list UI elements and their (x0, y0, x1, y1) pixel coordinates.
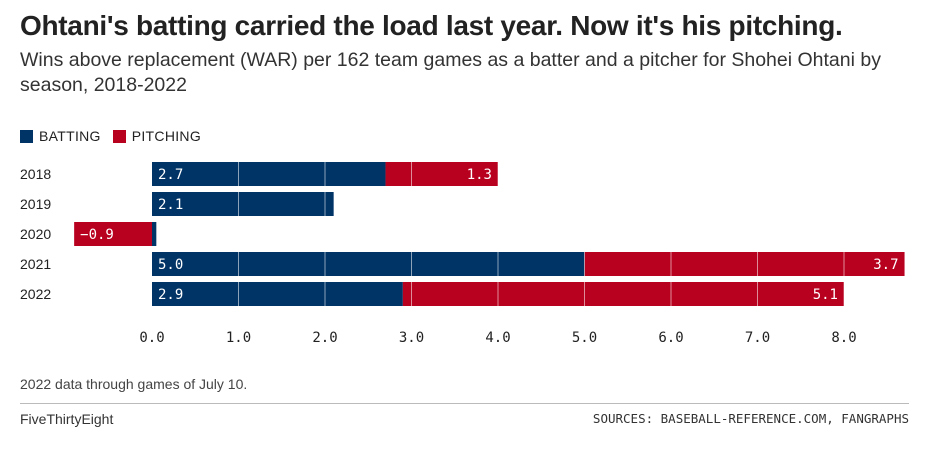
data-label-batting-2019: 2.1 (158, 197, 183, 213)
bar-batting-2022 (152, 282, 403, 306)
data-label-pitching-2020: −0.9 (80, 227, 114, 243)
category-label-2022: 2022 (20, 286, 51, 302)
x-tick-label-3.0: 3.0 (399, 330, 424, 346)
bar-pitching-2021 (584, 252, 905, 276)
legend-label-batting: BATTING (39, 128, 101, 144)
x-tick-label-0.0: 0.0 (139, 330, 164, 346)
category-label-2019: 2019 (20, 196, 51, 212)
data-label-batting-2018: 2.7 (158, 167, 183, 183)
category-label-2021: 2021 (20, 256, 51, 272)
legend-label-pitching: PITCHING (131, 128, 202, 144)
legend-item-pitching: PITCHING (112, 128, 202, 144)
data-label-pitching-2018: 1.3 (467, 167, 492, 183)
footer-divider (20, 403, 909, 404)
bar-batting-2018 (152, 162, 386, 186)
bar-pitching-2020 (74, 222, 152, 246)
x-tick-label-6.0: 6.0 (658, 330, 683, 346)
x-tick-label-8.0: 8.0 (831, 330, 856, 346)
bar-pitching-2018 (385, 162, 498, 186)
chart-title: Ohtani's batting carried the load last y… (20, 10, 843, 41)
legend-item-batting: BATTING (20, 128, 101, 144)
bar-chart: 2018 2019 2020 2021 2022 2.7 1.3 2.1 −0.9 5.0 3.7 2… (20, 160, 905, 346)
x-tick-label-7.0: 7.0 (745, 330, 770, 346)
data-label-pitching-2022: 5.1 (813, 287, 838, 303)
data-label-pitching-2021: 3.7 (873, 257, 898, 273)
brand-name: FiveThirtyEight (20, 411, 114, 427)
legend-swatch-pitching (112, 129, 126, 143)
category-label-2018: 2018 (20, 166, 51, 182)
data-label-batting-2022: 2.9 (158, 287, 183, 303)
category-label-2020: 2020 (20, 226, 51, 242)
bar-batting-2021 (152, 252, 585, 276)
legend: BATTING PITCHING (20, 127, 213, 145)
x-tick-label-4.0: 4.0 (485, 330, 510, 346)
bar-batting-2020 (152, 222, 157, 246)
legend-swatch-batting (20, 129, 33, 143)
x-tick-label-1.0: 1.0 (226, 330, 251, 346)
data-label-batting-2021: 5.0 (158, 257, 183, 273)
x-tick-label-2.0: 2.0 (312, 330, 337, 346)
bar-pitching-2022 (402, 282, 844, 306)
x-tick-label-5.0: 5.0 (572, 330, 597, 346)
footnote: 2022 data through games of July 10. (20, 376, 248, 392)
chart-subtitle: Wins above replacement (WAR) per 162 tea… (20, 49, 881, 96)
sources-note: SOURCES: BASEBALL-REFERENCE.COM, FANGRAP… (592, 411, 909, 426)
bar-batting-2019 (152, 192, 334, 216)
